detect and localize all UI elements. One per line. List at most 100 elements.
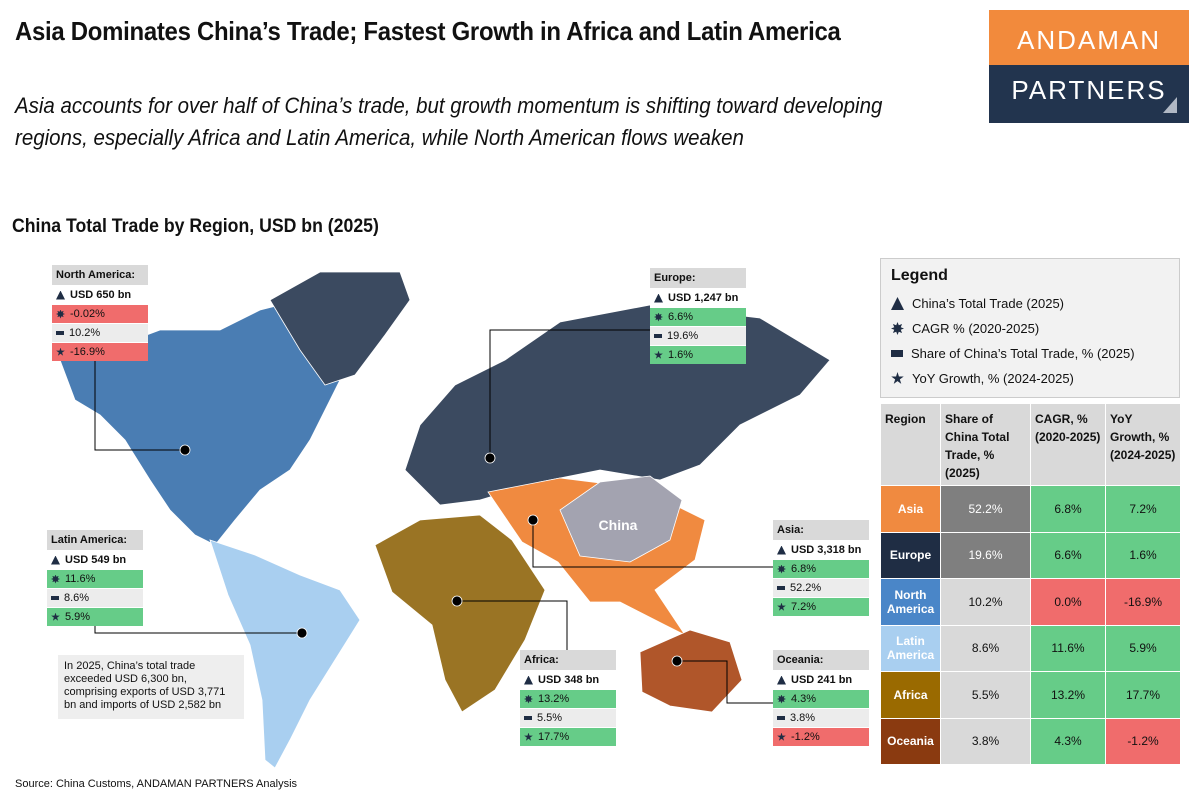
callout: Asia: USD 3,318 bn 6.8% 52.2% 7.2% [773,520,869,616]
callout: Latin America: USD 549 bn 11.6% 8.6% 5.9% [47,530,143,626]
region-cell: Latin America [880,624,941,672]
icon [654,350,663,359]
callout-row: 10.2% [52,323,148,342]
icon [51,574,60,584]
icon [51,555,60,565]
cagr-cell: 4.3% [1030,717,1106,765]
callout-yoy: -16.9% [70,345,105,358]
china [559,475,683,563]
header-cell: Share of China Total Trade, % (2025) [940,403,1031,486]
callout-region: North America: [52,265,148,285]
callout-row: 6.8% [773,559,869,578]
region-cell: North America [880,578,941,626]
callout-trade: USD 348 bn [538,673,600,686]
callout-row: -1.2% [773,727,869,746]
icon [777,694,786,704]
icon [524,694,533,704]
icon [777,545,786,555]
callout-row: USD 241 bn [773,670,869,689]
callout-share: 3.8% [790,711,816,724]
legend-item: Share of China’s Total Trade, % (2025) [891,341,1169,366]
legend-text: YoY Growth, % (2024-2025) [912,371,1074,386]
cagr-cell: 13.2% [1030,671,1106,719]
logo-text: PARTNERS [1011,75,1167,105]
share-cell: 10.2% [940,578,1031,626]
cagr-cell: 0.0% [1030,578,1106,626]
table-row: Africa 5.5% 13.2% 17.7% [880,671,1181,719]
icon [777,586,785,590]
callout-row: USD 3,318 bn [773,540,869,559]
table-row: Europe 19.6% 6.6% 1.6% [880,531,1181,579]
logo-line: PARTNERS [989,65,1189,123]
callout-row: 1.6% [650,345,746,364]
callout-row: 5.5% [520,708,616,727]
callout-cagr: -0.02% [70,307,105,320]
callout-region: Europe: [650,268,746,288]
callout-share: 8.6% [64,591,90,604]
table-row: Asia 52.2% 6.8% 7.2% [880,485,1181,533]
callout: Africa: USD 348 bn 13.2% 5.5% 17.7% [520,650,616,746]
greenland [269,271,411,386]
legend-item: YoY Growth, % (2024-2025) [891,366,1169,391]
icon [524,732,533,741]
legend: Legend China’s Total Trade (2025) CAGR %… [880,258,1180,398]
icon [56,347,65,356]
share-cell: 52.2% [940,485,1031,533]
header-cell: Region [880,403,941,486]
legend-item: China’s Total Trade (2025) [891,291,1169,316]
callout-trade: USD 1,247 bn [668,291,739,304]
cagr-cell: 11.6% [1030,624,1106,672]
callout-row: 13.2% [520,689,616,708]
callout-trade: USD 3,318 bn [791,543,862,556]
share-cell: 8.6% [940,624,1031,672]
callout-share: 5.5% [537,711,563,724]
callout-share: 10.2% [69,326,101,339]
cagr-cell: 6.8% [1030,485,1106,533]
callout-trade: USD 241 bn [791,673,853,686]
callout-row: 8.6% [47,588,143,607]
callout-yoy: 17.7% [538,730,570,743]
region-cell: Africa [880,671,941,719]
icon [51,612,60,621]
source: Source: China Customs, ANDAMAN PARTNERS … [15,778,298,790]
callout-cagr: 6.6% [668,310,694,323]
header-cell: YoY Growth, % (2024-2025) [1105,403,1181,486]
callout-row: USD 1,247 bn [650,288,746,307]
callout-trade: USD 650 bn [70,288,132,301]
yoy-cell: -16.9% [1105,578,1181,626]
subtitle: Asia accounts for over half of China’s t… [15,93,883,150]
icon [777,732,786,741]
header-cell: CAGR, % (2020-2025) [1030,403,1106,486]
callout-row: 4.3% [773,689,869,708]
callout-cagr: 13.2% [538,692,570,705]
yoy-cell: 1.6% [1105,531,1181,579]
icon [654,334,662,338]
callout-row: -0.02% [52,304,148,323]
europe-russia [404,304,831,506]
callout-yoy: 1.6% [668,348,694,361]
legend-item: CAGR % (2020-2025) [891,316,1169,341]
icon [51,596,59,600]
table-row: Latin America 8.6% 11.6% 5.9% [880,624,1181,672]
region-cell: Asia [880,485,941,533]
yoy-cell: 5.9% [1105,624,1181,672]
africa [374,514,546,713]
callout-yoy: -1.2% [791,730,820,743]
callout-region: Oceania: [773,650,869,670]
world-map: China [59,271,831,769]
legend-text: CAGR % (2020-2025) [912,321,1040,336]
callout-cagr: 6.8% [791,562,817,575]
icon [777,564,786,574]
share-cell: 5.5% [940,671,1031,719]
region-cell: Oceania [880,717,941,765]
callout-row: 17.7% [520,727,616,746]
icon [777,675,786,685]
icon [654,312,663,322]
map-title: China Total Trade by Region, USD bn (202… [12,216,379,237]
callout-share: 52.2% [790,581,822,594]
legend-text: China’s Total Trade (2025) [912,296,1065,311]
table-row: North America 10.2% 0.0% -16.9% [880,578,1181,626]
callout: Oceania: USD 241 bn 4.3% 3.8% -1.2% [773,650,869,746]
title: Asia Dominates China’s Trade; Fastest Gr… [15,16,841,46]
